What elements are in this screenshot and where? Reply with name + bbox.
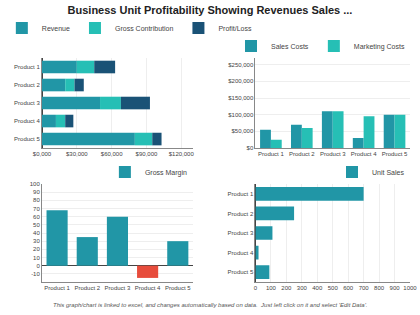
svg-text:Product 3: Product 3 xyxy=(320,151,346,157)
svg-text:Product 3: Product 3 xyxy=(105,285,131,291)
svg-text:Product 1: Product 1 xyxy=(44,285,70,291)
svg-text:Product 2: Product 2 xyxy=(74,285,100,291)
svg-text:$90,000: $90,000 xyxy=(136,151,158,157)
svg-text:0: 0 xyxy=(254,285,258,291)
svg-text:$0,000: $0,000 xyxy=(33,151,52,157)
svg-text:10: 10 xyxy=(33,255,40,261)
svg-text:Product 4: Product 4 xyxy=(135,285,161,291)
svg-text:Profit/Loss: Profit/Loss xyxy=(218,25,252,32)
svg-text:Product 5: Product 5 xyxy=(228,269,254,275)
svg-text:This graph/chart is linked to: This graph/chart is linked to excel, and… xyxy=(53,302,367,308)
svg-text:$30,000: $30,000 xyxy=(66,151,88,157)
svg-text:Revenue: Revenue xyxy=(42,25,70,32)
svg-text:50: 50 xyxy=(33,222,40,228)
svg-text:$50,000: $50,000 xyxy=(232,128,254,134)
svg-text:20: 20 xyxy=(33,246,40,252)
svg-text:Product 4: Product 4 xyxy=(228,250,254,256)
svg-text:100: 100 xyxy=(30,181,41,187)
svg-text:700: 700 xyxy=(359,285,370,291)
svg-text:40: 40 xyxy=(33,230,40,236)
svg-text:Gross Contribution: Gross Contribution xyxy=(115,25,173,32)
svg-text:$200,000: $200,000 xyxy=(228,78,254,84)
svg-text:70: 70 xyxy=(33,206,40,212)
svg-text:-10: -10 xyxy=(31,271,40,277)
svg-text:Product 5: Product 5 xyxy=(14,136,40,142)
svg-text:$120,000: $120,000 xyxy=(169,151,195,157)
svg-text:Business Unit Profitability Sh: Business Unit Profitability Showing Reve… xyxy=(68,4,353,16)
svg-text:Product 3: Product 3 xyxy=(14,100,40,106)
svg-text:400: 400 xyxy=(312,285,323,291)
svg-text:200: 200 xyxy=(281,285,292,291)
svg-text:Sales Costs: Sales Costs xyxy=(271,43,309,50)
svg-text:1000: 1000 xyxy=(403,285,417,291)
svg-text:80: 80 xyxy=(33,197,40,203)
svg-text:0: 0 xyxy=(36,263,40,269)
svg-text:Product 2: Product 2 xyxy=(289,151,315,157)
svg-text:30: 30 xyxy=(33,238,40,244)
svg-text:800: 800 xyxy=(374,285,385,291)
svg-text:300: 300 xyxy=(297,285,308,291)
svg-text:Marketing Costs: Marketing Costs xyxy=(354,43,405,51)
svg-text:Product 1: Product 1 xyxy=(228,191,254,197)
svg-text:Gross Margin: Gross Margin xyxy=(145,169,187,177)
svg-text:$0: $0 xyxy=(247,145,254,151)
svg-text:Product 1: Product 1 xyxy=(14,64,40,70)
svg-text:Product 4: Product 4 xyxy=(351,151,377,157)
svg-text:$150,000: $150,000 xyxy=(228,95,254,101)
svg-text:Product 2: Product 2 xyxy=(14,82,40,88)
svg-text:Product 1: Product 1 xyxy=(258,151,284,157)
svg-text:Product 5: Product 5 xyxy=(382,151,408,157)
svg-text:$100,000: $100,000 xyxy=(228,112,254,118)
svg-text:Product 5: Product 5 xyxy=(165,285,191,291)
svg-text:Unit Sales: Unit Sales xyxy=(372,169,404,176)
svg-text:$250,000: $250,000 xyxy=(228,62,254,68)
svg-text:Product 3: Product 3 xyxy=(228,230,254,236)
svg-text:500: 500 xyxy=(328,285,339,291)
svg-text:60: 60 xyxy=(33,214,40,220)
svg-text:$60,000: $60,000 xyxy=(101,151,123,157)
svg-text:600: 600 xyxy=(343,285,354,291)
svg-text:900: 900 xyxy=(390,285,401,291)
svg-text:100: 100 xyxy=(266,285,277,291)
svg-text:90: 90 xyxy=(33,189,40,195)
svg-text:Product 4: Product 4 xyxy=(14,118,40,124)
svg-text:Product 2: Product 2 xyxy=(228,211,254,217)
